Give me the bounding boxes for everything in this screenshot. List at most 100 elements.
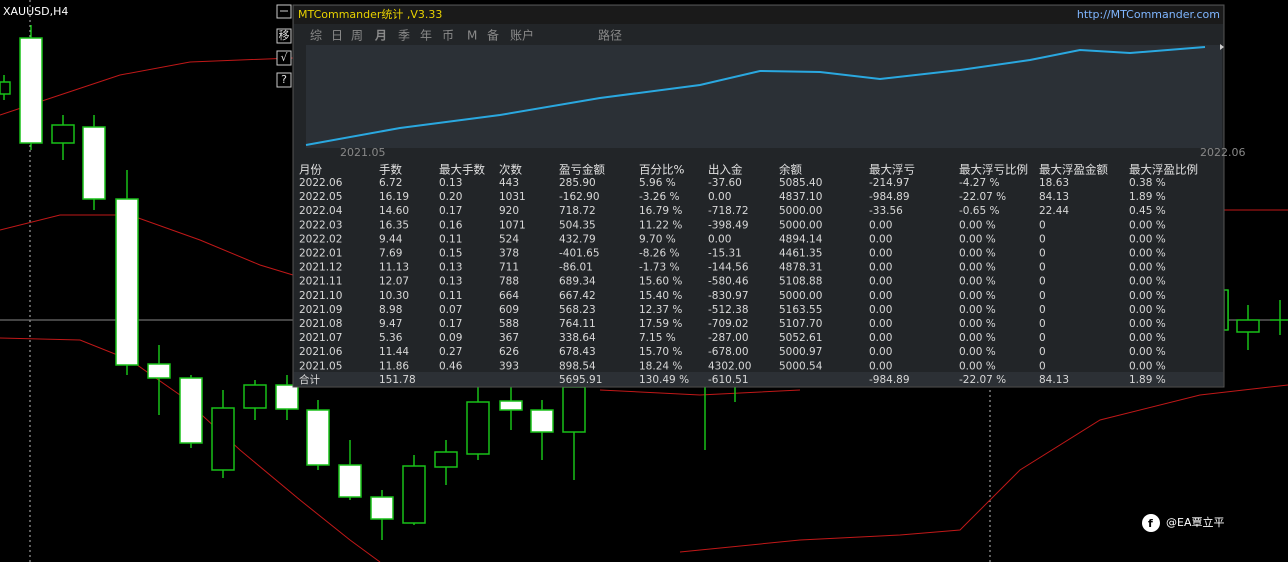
mini-chart-end: 2022.06 (1200, 146, 1246, 159)
table-cell: 0 (1039, 346, 1046, 358)
table-cell: -144.56 (708, 262, 749, 274)
table-cell: 0.00 (869, 332, 892, 344)
table-cell: -984.89 (869, 191, 910, 203)
panel-url[interactable]: http://MTCommander.com (1077, 8, 1220, 21)
total-cell: 5695.91 (559, 374, 602, 386)
tabs: 综日周月季年币 M 备账户 路径 (310, 28, 622, 43)
row-month: 2022.03 (299, 219, 342, 231)
table-cell: 4837.10 (779, 191, 822, 203)
table-cell: 84.13 (1039, 191, 1069, 203)
table-cell: 0.00 % (959, 304, 996, 316)
table-cell: 0.00 % (1129, 233, 1166, 245)
table-cell: 0.00 (869, 248, 892, 260)
table-cell: 22.44 (1039, 205, 1069, 217)
table-cell: 4302.00 (708, 360, 751, 372)
table-cell: 626 (499, 346, 519, 358)
table-cell: 0 (1039, 233, 1046, 245)
table-cell: 0.00 (869, 360, 892, 372)
table-cell: -830.97 (708, 290, 749, 302)
watermark: f @EA覃立平 (1142, 514, 1224, 532)
table-cell: 0.00 (869, 233, 892, 245)
table-cell: 0 (1039, 332, 1046, 344)
table-cell: 568.23 (559, 304, 596, 316)
table-cell: 0.00 (869, 304, 892, 316)
table-cell: 0 (1039, 318, 1046, 330)
table-cell: -22.07 % (959, 191, 1006, 203)
table-cell: 0.00 % (959, 233, 996, 245)
mini-chart-start: 2021.05 (340, 146, 386, 159)
tab[interactable]: 币 (442, 29, 454, 43)
table-cell: 0.45 % (1129, 205, 1166, 217)
table-cell: 432.79 (559, 233, 596, 245)
table-cell: 5.36 (379, 332, 403, 344)
move-button[interactable] (276, 28, 292, 44)
total-cell: 合计 (299, 373, 320, 386)
row-month: 2021.08 (299, 318, 342, 330)
table-cell: 0 (1039, 360, 1046, 372)
table-cell: 718.72 (559, 205, 596, 217)
table-cell: 0 (1039, 262, 1046, 274)
tab[interactable]: 路径 (598, 28, 622, 43)
table-cell: 524 (499, 233, 519, 245)
check-button[interactable] (276, 50, 292, 66)
table-cell: 0 (1039, 304, 1046, 316)
tab[interactable]: 账户 (510, 28, 534, 43)
tab[interactable]: 日 (331, 29, 343, 43)
row-month: 2021.10 (299, 290, 342, 302)
row-month: 2021.06 (299, 346, 343, 358)
table-cell: 7.15 % (639, 332, 676, 344)
table-cell: 0.00 % (959, 248, 996, 260)
column-header: 最大浮亏 (869, 163, 915, 177)
table-cell: 443 (499, 177, 519, 189)
table-cell: 5000.54 (779, 360, 823, 372)
tab[interactable]: 综 (310, 29, 322, 43)
stats-table: 月份 手数 最大手数 次数 盈亏金额 百分比% 出入金 余额 最大浮亏 最大浮亏比例 最大浮盈金额 最… (299, 163, 1198, 387)
tab[interactable]: M (467, 29, 477, 43)
table-cell: -398.49 (708, 219, 749, 231)
table-cell: -162.90 (559, 191, 600, 203)
table-cell: 678.43 (559, 346, 596, 358)
table-cell: 0.00 (869, 262, 892, 274)
column-header: 余额 (779, 163, 802, 177)
table-cell: 4894.14 (779, 233, 823, 245)
table-cell: 1071 (499, 219, 526, 231)
total-cell: 151.78 (379, 374, 416, 386)
table-cell: 0.38 % (1129, 177, 1166, 189)
table-cell: 393 (499, 360, 519, 372)
table-cell: 0.00 % (959, 318, 996, 330)
table-cell: 0.20 (439, 191, 462, 203)
table-cell: -86.01 (559, 262, 593, 274)
table-cell: -33.56 (869, 205, 903, 217)
table-cell: 5000.00 (779, 205, 822, 217)
table-cell: 338.64 (559, 332, 596, 344)
table-cell: -3.26 % (639, 191, 680, 203)
table-cell: 10.30 (379, 290, 409, 302)
tab[interactable]: 月 (374, 29, 387, 43)
table-cell: 0.17 (439, 318, 462, 330)
row-month: 2022.05 (299, 191, 342, 203)
column-header: 最大浮亏比例 (959, 163, 1028, 177)
tab[interactable]: 年 (420, 29, 432, 43)
table-cell: 0.00 % (959, 219, 996, 231)
row-month: 2022.02 (299, 233, 342, 245)
table-cell: 11.86 (379, 360, 409, 372)
table-cell: 0.00 % (1129, 360, 1166, 372)
band-lower (599, 389, 801, 396)
table-cell: 0.00 % (959, 346, 996, 358)
table-cell: 0.27 (439, 346, 462, 358)
table-cell: 0.00 (708, 233, 731, 245)
column-header: 月份 (299, 163, 322, 177)
table-cell: 0.00 % (959, 262, 996, 274)
table-cell: 16.35 (379, 219, 409, 231)
table-cell: 11.13 (379, 262, 409, 274)
total-row-bg (294, 372, 1223, 386)
tab[interactable]: 季 (398, 29, 410, 43)
table-cell: 664 (499, 290, 519, 302)
tab[interactable]: 周 (351, 29, 363, 43)
column-header: 最大浮盈比例 (1129, 163, 1198, 177)
help-button[interactable] (276, 72, 292, 88)
tab[interactable]: 备 (487, 29, 499, 43)
table-cell: 15.40 % (639, 290, 682, 302)
row-month: 2021.11 (299, 276, 342, 288)
